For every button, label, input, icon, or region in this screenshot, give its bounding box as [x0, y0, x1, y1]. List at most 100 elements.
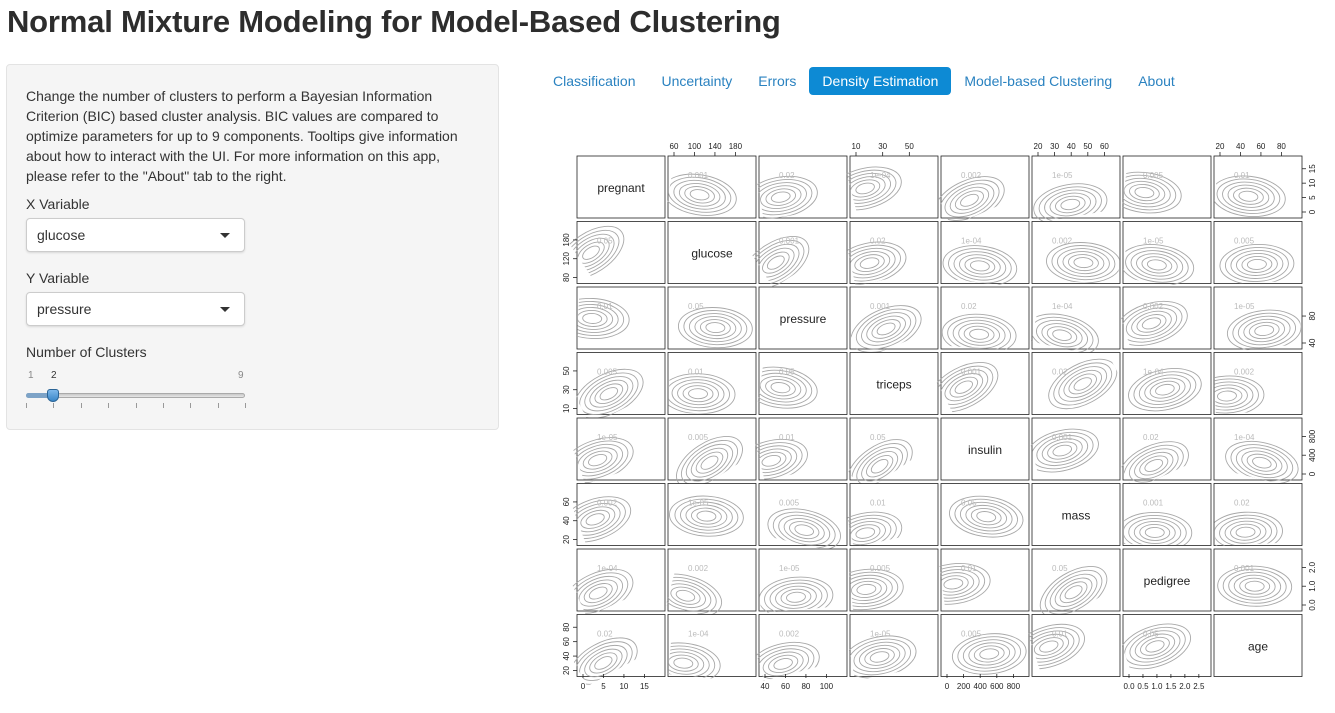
contour-level-label: 0.002 — [688, 564, 709, 573]
contour-line — [968, 642, 1011, 666]
contour-level-label: 0.02 — [1052, 368, 1068, 377]
contour-line — [674, 498, 739, 534]
contour-line — [1241, 255, 1273, 273]
panel-frame — [940, 352, 1030, 415]
density-contours — [667, 642, 721, 683]
right-axis-label: 0.0 — [1308, 599, 1317, 611]
contour-line — [765, 188, 797, 206]
contour-line — [1130, 250, 1184, 280]
contour-line — [753, 179, 813, 216]
contour-line — [1041, 438, 1083, 463]
contour-line — [1244, 580, 1265, 592]
tab-errors[interactable]: Errors — [758, 73, 797, 89]
top-axis-label: 10 — [852, 142, 861, 151]
density-contours — [1225, 440, 1299, 485]
clusters-slider[interactable]: 1 2 9 — [26, 366, 246, 408]
contour-line — [778, 514, 831, 546]
tab-uncertainty[interactable]: Uncertainty — [661, 73, 733, 89]
contour-level-label: 1e-04 — [597, 564, 618, 573]
contour-line — [762, 251, 790, 274]
contour-line — [954, 380, 973, 394]
contour-line — [1217, 390, 1237, 402]
contour-line — [959, 501, 1013, 532]
density-contours — [1033, 183, 1108, 224]
bottom-axis-label: 0.0 — [1123, 682, 1135, 691]
contour-line — [1212, 381, 1254, 411]
contour-line — [1232, 312, 1296, 349]
contour-line — [1057, 248, 1110, 278]
contour-line — [954, 190, 984, 211]
tab-model-based-clustering[interactable]: Model-based Clustering — [964, 73, 1113, 89]
bottom-axis-label: 80 — [801, 682, 810, 691]
contour-line — [1212, 511, 1283, 546]
density-contours — [665, 173, 737, 216]
contour-level-label: 0.01 — [961, 564, 977, 573]
tab-bar: Classification Uncertainty Errors Densit… — [540, 67, 1188, 95]
contour-line — [1068, 373, 1097, 395]
slider-tick — [80, 403, 82, 408]
panel-frame — [1122, 352, 1212, 415]
contour-line — [1134, 187, 1155, 199]
contour-level-label: 0.001 — [870, 302, 891, 311]
contour-line — [770, 191, 791, 203]
panel-frame — [576, 548, 666, 612]
contour-line — [1033, 183, 1108, 224]
tab-classification[interactable]: Classification — [553, 73, 636, 89]
panel-frame — [940, 483, 1030, 546]
slider-handle[interactable] — [47, 389, 60, 402]
contour-level-label: 0.002 — [1234, 368, 1255, 377]
contour-level-label: 0.001 — [1143, 499, 1164, 508]
slider-tick — [217, 403, 219, 408]
variable-label-pregnant: pregnant — [597, 181, 645, 195]
contour-line — [1212, 378, 1259, 414]
contour-line — [962, 639, 1016, 669]
contour-line — [594, 383, 624, 405]
contour-line — [1222, 568, 1287, 604]
slider-tick — [135, 403, 137, 408]
contour-line — [1134, 633, 1176, 660]
contour-line — [1123, 512, 1193, 546]
left-axis-label: 30 — [562, 385, 571, 394]
contour-level-label: 0.001 — [779, 237, 800, 246]
contour-line — [685, 443, 734, 482]
contour-line — [1139, 455, 1169, 476]
contour-line — [773, 658, 793, 670]
sidebar-description: Change the number of clusters to perform… — [26, 88, 458, 184]
density-contours — [1212, 175, 1286, 217]
contour-line — [1131, 310, 1172, 336]
contour-line — [870, 458, 889, 474]
tab-density-estimation[interactable]: Density Estimation — [809, 67, 952, 95]
contour-level-label: 0.02 — [1143, 433, 1159, 442]
contour-line — [969, 260, 990, 272]
contour-line — [1136, 253, 1178, 277]
contour-line — [1123, 515, 1187, 546]
variable-label-pressure: pressure — [780, 312, 827, 326]
contour-line — [1052, 329, 1072, 341]
variable-label-pedigree: pedigree — [1144, 574, 1191, 588]
contour-line — [1144, 527, 1165, 538]
contour-line — [668, 376, 730, 412]
contour-line — [682, 385, 714, 403]
contour-level-label: 0.001 — [1234, 564, 1255, 573]
panel-frame — [667, 548, 757, 612]
contour-line — [1144, 459, 1164, 472]
contour-line — [580, 509, 610, 529]
tab-about[interactable]: About — [1138, 73, 1175, 89]
y-variable-select[interactable]: pressure — [26, 292, 245, 326]
bottom-axis-label: 0 — [581, 682, 586, 691]
contour-line — [789, 521, 820, 540]
contour-line — [1241, 450, 1283, 475]
contour-level-label: 1e-04 — [688, 630, 709, 639]
density-contours — [750, 438, 808, 482]
right-axis-label: 15 — [1308, 164, 1317, 173]
x-variable-select[interactable]: glucose — [26, 218, 245, 252]
sidebar-panel: Change the number of clusters to perform… — [6, 64, 499, 430]
contour-line — [786, 591, 806, 603]
contour-line — [582, 245, 600, 260]
contour-line — [957, 636, 1022, 672]
left-axis-label: 50 — [562, 366, 571, 375]
contour-line — [685, 504, 728, 528]
right-axis-label: 2.0 — [1308, 561, 1317, 573]
contour-line — [765, 378, 796, 397]
contour-line — [673, 657, 694, 669]
